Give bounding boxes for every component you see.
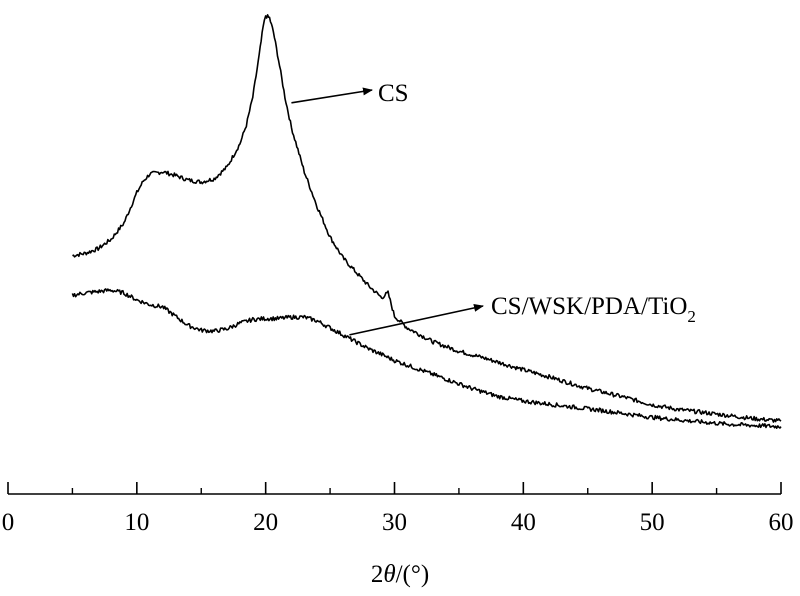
- x-tick-label: 30: [382, 509, 407, 536]
- series-line-composite: [71, 288, 782, 429]
- x-axis-title-suffix: /(°): [396, 561, 430, 588]
- x-tick-label: 60: [769, 509, 794, 536]
- series-group: [71, 14, 782, 429]
- composite-label: CS/WSK/PDA/TiO2: [491, 293, 696, 326]
- x-tick-label: 10: [124, 509, 149, 536]
- composite-label-subscript: 2: [687, 307, 696, 326]
- x-tick-label: 40: [511, 509, 536, 536]
- composite-label-text: CS/WSK/PDA/TiO: [491, 293, 687, 320]
- x-axis: 0 10 20 30 40 50 60: [2, 482, 794, 536]
- x-tick-label: 50: [640, 509, 665, 536]
- x-tick-label: 20: [253, 509, 278, 536]
- annotations: CS CS/WSK/PDA/TiO2: [291, 80, 696, 336]
- x-axis-title-prefix: 2: [371, 561, 384, 588]
- x-axis-title-theta: θ: [383, 561, 395, 588]
- cs-label: CS: [378, 80, 409, 107]
- x-tick-label: 0: [2, 509, 15, 536]
- series-line-cs: [72, 14, 782, 423]
- x-axis-title: 2θ/(°): [371, 561, 429, 588]
- cs-label-arrow: [291, 87, 373, 104]
- composite-label-arrow: [349, 303, 484, 336]
